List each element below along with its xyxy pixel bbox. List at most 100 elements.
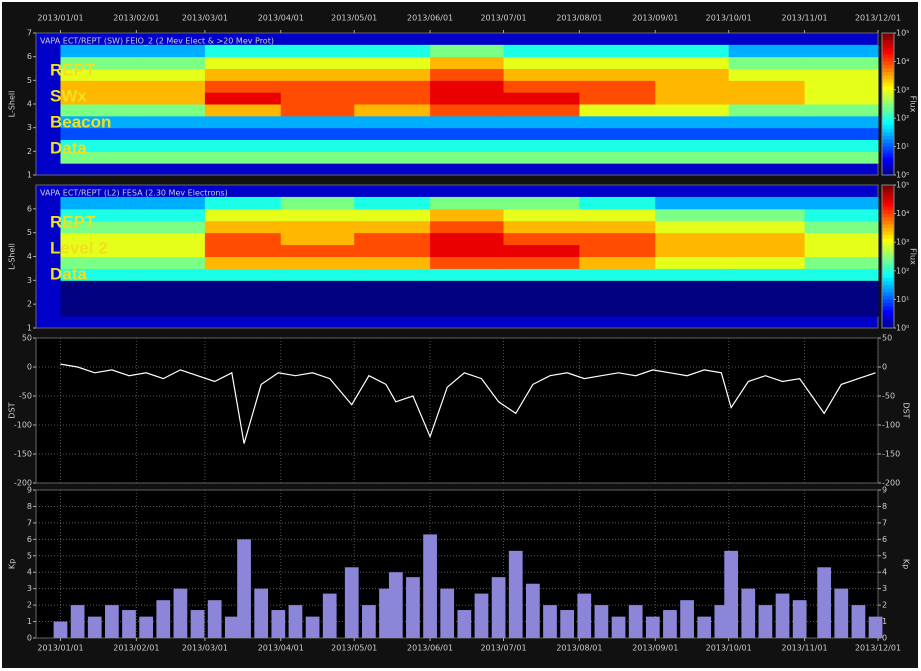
- colorbar-segment: [882, 89, 894, 94]
- kp-bar: [87, 616, 102, 638]
- heatmap-cell: [136, 115, 206, 129]
- heatmap-cell: [804, 196, 879, 210]
- x-tick-label: 2013/10/01: [706, 644, 752, 653]
- heatmap-cell: [136, 92, 206, 105]
- heatmap-cell: [430, 244, 505, 257]
- kp-bar: [792, 600, 807, 638]
- heatmap-cell: [728, 268, 806, 281]
- heatmap-cell: [60, 280, 137, 293]
- heatmap-cell: [280, 127, 355, 140]
- heatmap-cell: [728, 92, 806, 105]
- kp-bar: [594, 605, 609, 638]
- colorbar-segment: [882, 249, 894, 254]
- colorbar-segment: [882, 86, 894, 91]
- heatmap-cell: [430, 115, 505, 129]
- heatmap-cell: [60, 220, 137, 234]
- kp-bar: [190, 610, 205, 638]
- heatmap-cell: [354, 139, 431, 152]
- colorbar-segment: [882, 132, 894, 137]
- heatmap-cell: [655, 151, 730, 164]
- colorbar-segment: [882, 157, 894, 162]
- x-tick-label: 2013/06/01: [407, 14, 453, 23]
- colorbar-segment: [882, 202, 894, 207]
- kp-bar: [741, 588, 756, 638]
- y-tick-label: 4: [27, 100, 32, 109]
- heatmap-cell: [503, 244, 580, 257]
- x-tick-label: 2013/01/01: [37, 644, 83, 653]
- kp-bar: [543, 605, 557, 638]
- colorbar-segment: [882, 72, 894, 77]
- heatmap-cell: [136, 56, 206, 69]
- heatmap-cell: [354, 268, 431, 281]
- y-tick-label: 3: [27, 276, 32, 285]
- kp-bar: [834, 588, 849, 638]
- kp-bar: [457, 610, 472, 638]
- heatmap-cell: [804, 104, 879, 117]
- heatmap-cell: [804, 220, 879, 234]
- heatmap-cell: [60, 268, 137, 281]
- y-tick-label: -50: [19, 392, 32, 401]
- colorbar-segment: [882, 274, 894, 279]
- heatmap-cell: [60, 127, 137, 140]
- colorbar-label: Flux: [909, 96, 918, 113]
- panel-title: VAPA ECT/REPT (SW) FEIO_2 (2 Mev Elect &…: [40, 37, 274, 46]
- heatmap-cell: [804, 256, 879, 269]
- colorbar-segment: [882, 238, 894, 243]
- heatmap-cell: [804, 56, 879, 69]
- heatmap-cell: [136, 80, 206, 93]
- colorbar-segment: [882, 313, 894, 318]
- heatmap-cell: [804, 268, 879, 281]
- colorbar-segment: [882, 320, 894, 325]
- heatmap-cell: [655, 292, 730, 305]
- heatmap-cell: [60, 139, 137, 152]
- heatmap-cell: [579, 220, 656, 234]
- heatmap-cell: [204, 80, 282, 93]
- colorbar-segment: [882, 267, 894, 272]
- y-tick-label: 0: [882, 634, 887, 643]
- colorbar-segment: [882, 260, 894, 265]
- heatmap-cell: [354, 232, 431, 246]
- kp-bar: [577, 593, 592, 638]
- heatmap-cell: [503, 68, 580, 81]
- y-tick-label: 7: [882, 518, 887, 527]
- heatmap-cell: [204, 256, 282, 269]
- heatmap-cell: [60, 115, 137, 129]
- heatmap-cell: [655, 232, 730, 246]
- heatmap-cell: [204, 104, 282, 117]
- heatmap-cell: [655, 220, 730, 234]
- y-tick-label: 8: [882, 502, 887, 511]
- heatmap-cell: [579, 80, 656, 93]
- heatmap-cell: [804, 304, 879, 317]
- heatmap-cell: [354, 56, 431, 69]
- colorbar-segment: [882, 118, 894, 123]
- kp-bar: [775, 593, 790, 638]
- kp-bar: [440, 588, 455, 638]
- colorbar-segment: [882, 171, 894, 176]
- heatmap-cell: [579, 244, 656, 257]
- heatmap-cell: [280, 292, 355, 305]
- heatmap-cell: [579, 304, 656, 317]
- y-axis-label: DST: [8, 402, 17, 418]
- heatmap-cell: [430, 127, 505, 140]
- heatmap-cell: [354, 280, 431, 293]
- heatmap-cell: [804, 68, 879, 81]
- heatmap-cell: [354, 304, 431, 317]
- kp-bar: [388, 572, 403, 638]
- y-tick-label: 4: [27, 568, 32, 577]
- heatmap-cell: [354, 220, 431, 234]
- heatmap-cell: [503, 92, 580, 105]
- heatmap-cell: [354, 68, 431, 81]
- colorbar-segment: [882, 231, 894, 236]
- x-tick-label: 2013/08/01: [556, 14, 602, 23]
- colorbar-segment: [882, 299, 894, 304]
- heatmap-cell: [60, 232, 137, 246]
- kp-bar: [560, 610, 575, 638]
- heatmap-cell: [728, 80, 806, 93]
- heatmap-cell: [430, 92, 505, 105]
- heatmap-cell: [204, 115, 282, 129]
- kp-bar: [224, 616, 239, 638]
- kp-bar: [611, 616, 626, 638]
- heatmap-cell: [503, 127, 580, 140]
- heatmap-cell: [60, 104, 137, 117]
- colorbar-segment: [882, 195, 894, 200]
